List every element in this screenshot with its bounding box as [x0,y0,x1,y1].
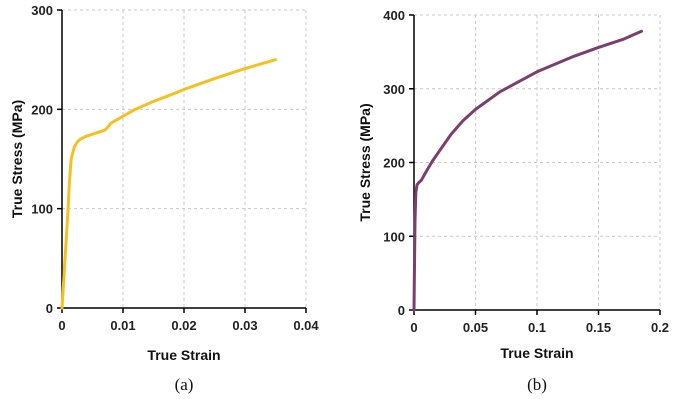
x-axis-title: True Strain [147,347,220,363]
y-tick-label: 100 [31,202,53,217]
x-tick-label: 0.02 [171,318,196,333]
y-tick-label: 400 [383,8,405,23]
panel-b-stress-strain-chart: 0 0.05 0.1 0.15 0.2 0 100 200 300 400 True Strain T… [357,8,669,394]
y-tick-label: 100 [383,229,405,244]
x-tick-label: 0 [58,318,65,333]
y-axis-title: True Stress (MPa) [357,103,373,221]
x-tick-label: 0.04 [293,318,319,333]
x-tick-label: 0.1 [528,320,546,335]
y-tick-label: 0 [398,303,405,318]
x-axis-title: True Strain [500,345,573,361]
x-tick-label: 0.01 [110,318,135,333]
y-tick-label: 300 [383,82,405,97]
y-tick-label: 300 [31,3,53,18]
x-tick-label: 0.2 [651,320,669,335]
y-tick-label: 200 [31,102,53,117]
x-tick-label: 0 [410,320,417,335]
stress-strain-curve [412,29,644,312]
x-tick-label: 0.05 [463,320,488,335]
y-axis-title: True Stress (MPa) [9,100,25,218]
panel-caption: (a) [175,375,194,394]
panel-caption: (b) [527,375,547,394]
x-tick-label: 0.03 [232,318,257,333]
panel-a-stress-strain-chart: 0 0.01 0.02 0.03 0.04 0 100 200 300 True Strain Tr… [9,3,319,394]
y-tick-label: 200 [383,156,405,171]
stress-strain-curve [60,58,277,310]
y-tick-label: 0 [46,301,53,316]
x-tick-label: 0.15 [586,320,611,335]
